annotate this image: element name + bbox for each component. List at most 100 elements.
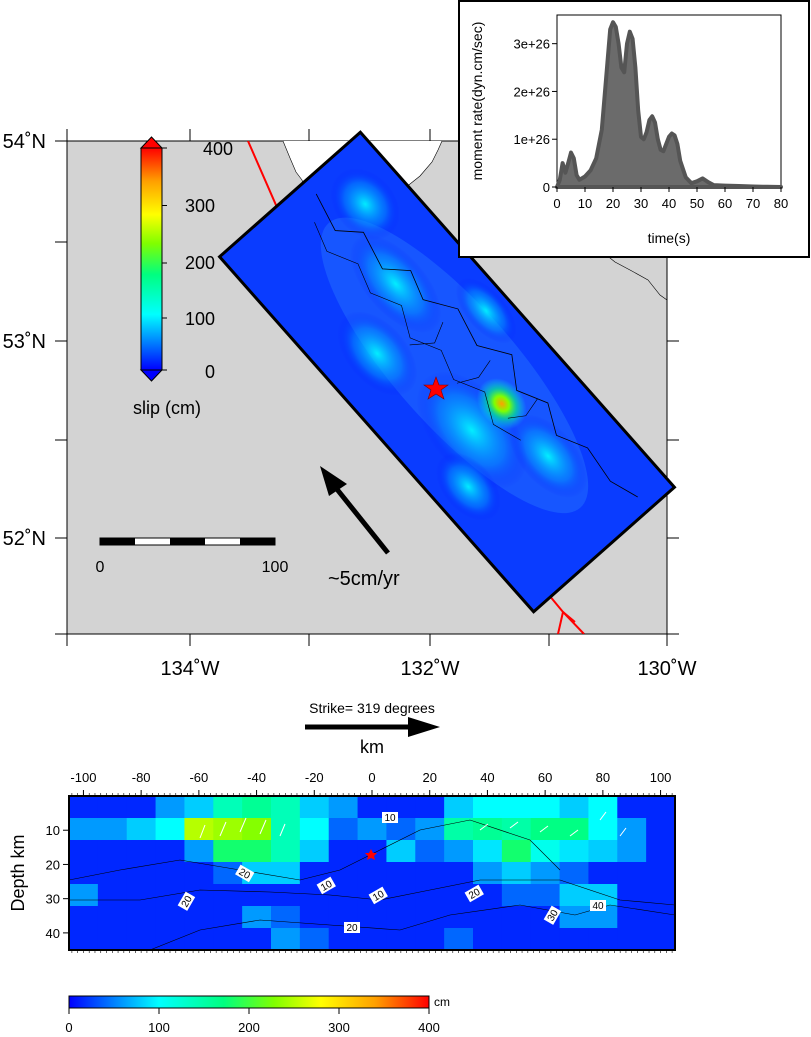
longitude-label: 130˚W [638,658,697,680]
slip-cell [155,840,185,863]
slip-cell [242,928,272,950]
slip-cell [386,884,416,907]
slip-cell [328,818,359,841]
longitude-label: 134˚W [161,658,220,680]
slip-cell [271,862,301,885]
slip-cell [69,840,99,863]
contour-label: 20 [346,923,358,934]
slip-cell [213,928,243,950]
slip-colorbar-tick-label: 400 [203,139,233,159]
slip-vector-arrows [199,811,627,839]
section-y-tick-label: 10 [46,823,60,838]
section-colorbar-tick-label: 0 [65,1020,72,1035]
slip-cell [588,796,618,819]
inset-x-tick-label: 70 [746,196,760,211]
slip-cell [646,862,675,885]
slip-cell [415,862,445,885]
slip-cell [559,818,589,841]
slip-cell [501,862,532,885]
slip-cell [299,862,330,885]
slip-cell [271,928,301,950]
slip-cell [617,818,647,841]
slip-cell [444,884,474,907]
slip-cell [617,862,647,885]
slip-cell [213,818,243,841]
contour-label-boxes: 10 20 10 10 20 20 20 30 40 [177,812,606,934]
moment-rate-area [555,20,783,189]
slip-cell [559,862,589,885]
slip-cell [126,796,157,819]
slip-cell [242,840,272,863]
slip-cell [299,928,330,950]
slip-cell [126,906,157,929]
slip-cell [646,928,675,950]
slip-cell [473,862,503,885]
slip-cell [357,796,387,819]
slip-cell [386,928,416,950]
slip-grid [69,796,675,950]
slip-cell [126,862,157,885]
slip-cell [444,906,474,929]
section-x-tick-label: 100 [650,770,672,785]
slip-cell [357,818,387,841]
slip-cell [184,796,214,819]
slip-cell [155,796,185,819]
slip-cell [213,862,243,885]
contour-label: 20 [237,867,253,882]
slip-cell [271,884,301,907]
slip-cell [184,862,214,885]
section-y-tick-label: 20 [46,857,60,872]
slip-cell [588,862,618,885]
section-x-tick-label: 60 [538,770,552,785]
slip-colorbar-tick-label: 0 [205,362,215,382]
inset-x-ticks: 0 10 20 30 40 50 60 70 80 [553,187,788,211]
slip-cell [415,818,445,841]
slip-cell [242,796,272,819]
slip-colorbar-label: slip (cm) [133,398,201,418]
slip-colorbar-tick-label: 300 [185,196,215,216]
slip-cell [184,906,214,929]
slip-cell [530,884,561,907]
slip-cell [328,796,359,819]
inset-x-tick-label: 30 [634,196,648,211]
inset-y-tick-label: 1e+26 [513,132,550,147]
slip-cell [271,818,301,841]
slip-cell [473,928,503,950]
inset-x-tick-label: 10 [578,196,592,211]
slip-cell [617,796,647,819]
slip-cell [328,928,359,950]
slip-cell [530,862,561,885]
inset-x-axis-label: time(s) [648,230,691,246]
slip-cell [588,818,618,841]
hypocenter-star-icon [365,849,377,860]
slip-cell [415,840,445,863]
scale-bar-start-label: 0 [96,559,105,576]
slip-cell [501,818,532,841]
slip-cell [271,796,301,819]
cross-section-panel: Strike= 319 degrees km Depth km 10 20 10 [8,700,676,953]
slip-cell [155,928,185,950]
slip-cell [97,840,128,863]
slip-cell [299,906,330,929]
slip-cell [69,928,99,950]
slip-cell [242,906,272,929]
slip-cell [184,928,214,950]
slip-cell [415,928,445,950]
slip-cell [242,818,272,841]
slip-cell [126,840,157,863]
slip-cell [126,884,157,907]
inset-x-tick-label: 60 [718,196,732,211]
section-colorbar-tick-label: 300 [328,1020,350,1035]
slip-cell [617,884,647,907]
slip-cell [617,840,647,863]
slip-cell [501,796,532,819]
slip-cell [213,906,243,929]
slip-cell [559,884,589,907]
slip-cell [473,840,503,863]
slip-cell [97,818,128,841]
slip-cell [559,796,589,819]
slip-fault-plane [217,130,677,614]
slip-cell [328,884,359,907]
slip-cell [213,796,243,819]
